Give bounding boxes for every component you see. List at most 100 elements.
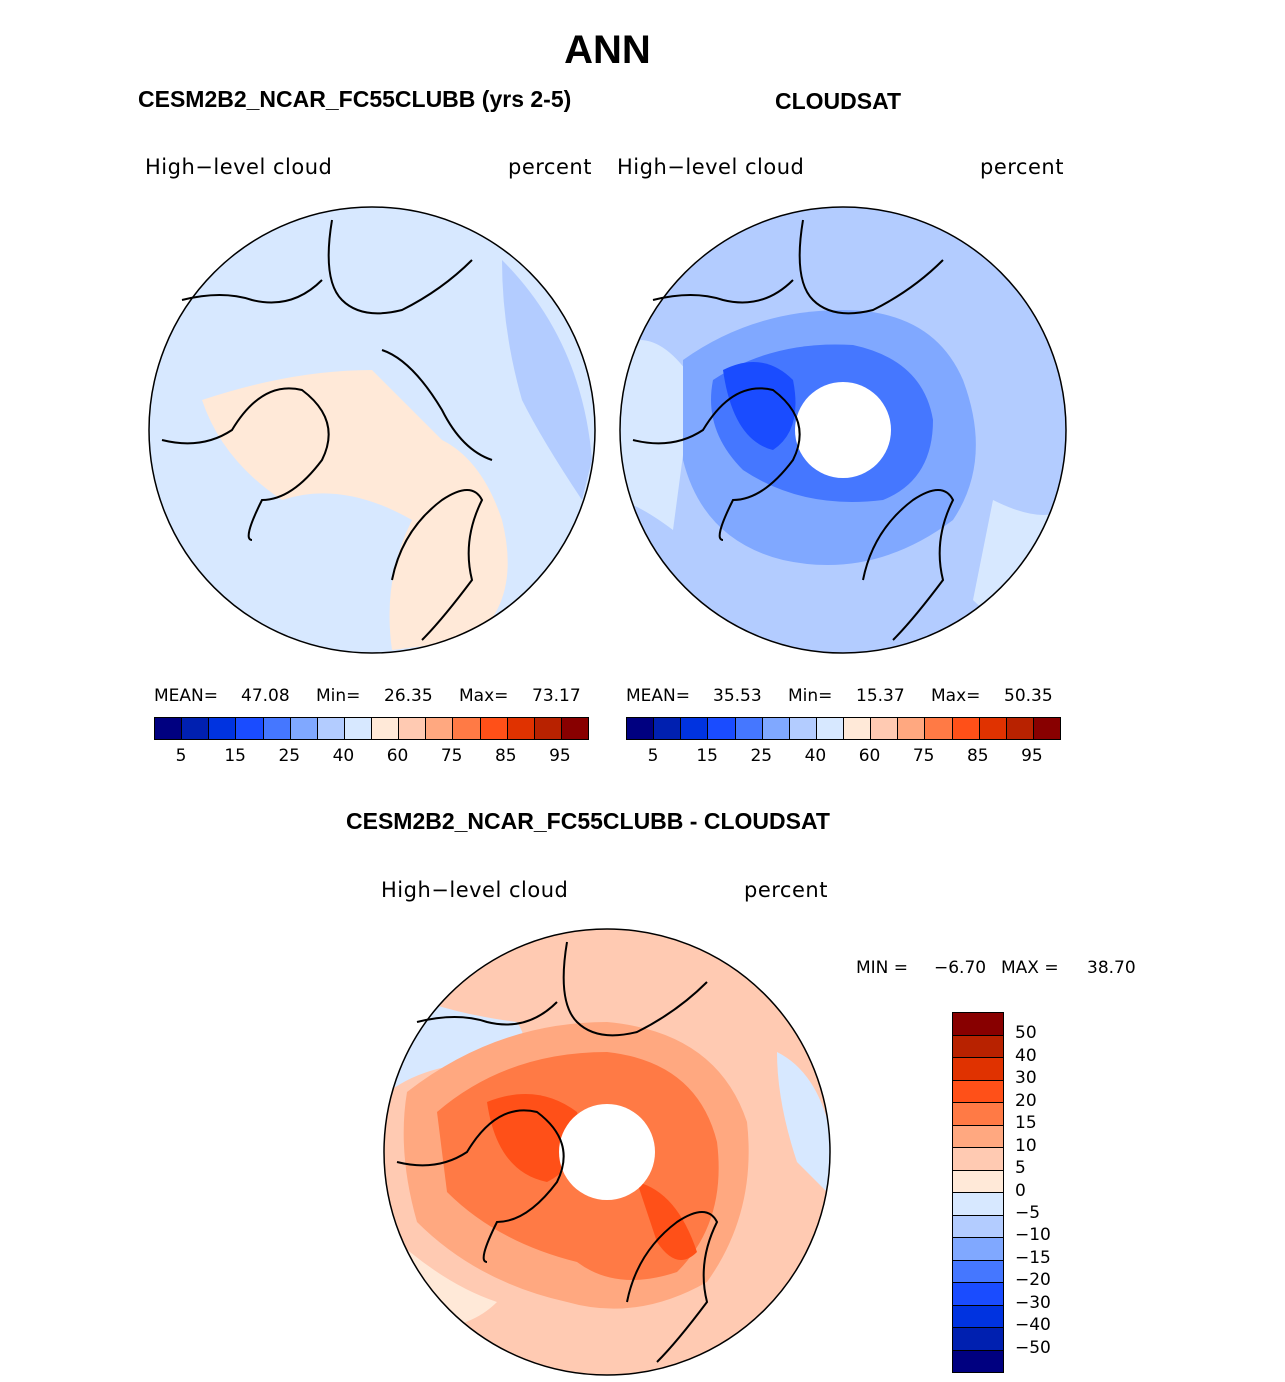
colorbar-swatch <box>1033 718 1060 739</box>
colorbar-swatch <box>953 1103 1003 1126</box>
colorbar-swatch <box>953 1350 1003 1372</box>
colorbar-tick-label: 5 <box>175 746 187 766</box>
colorbar-swatch <box>480 718 508 739</box>
colorbar-swatch <box>681 718 709 739</box>
colorbar-swatch <box>399 718 427 739</box>
polar-map-obs <box>619 206 1067 654</box>
units-label: percent <box>508 155 592 179</box>
colorbar-swatch <box>898 718 926 739</box>
colorbar-tick-label: 95 <box>1021 746 1043 766</box>
colorbar-swatch <box>953 1193 1003 1216</box>
colorbar-swatch <box>735 718 763 739</box>
colorbar-swatch <box>953 1125 1003 1148</box>
colorbar-swatch <box>627 718 655 739</box>
stats-min-value: 26.35 <box>384 686 433 706</box>
diff-max-value: 38.70 <box>1087 958 1136 978</box>
colorbar-tick-label: −40 <box>1015 1315 1051 1336</box>
colorbar-tick-label: 50 <box>1015 1023 1037 1044</box>
colorbar-difference <box>952 1012 1004 1373</box>
stats-min-label: Min= <box>316 686 361 706</box>
colorbar-swatch <box>236 718 264 739</box>
colorbar-tick-label: −10 <box>1015 1225 1051 1246</box>
colorbar-swatch <box>953 1035 1003 1058</box>
colorbar-tick-label: 25 <box>278 746 301 766</box>
colorbar-swatch <box>182 718 210 739</box>
colorbar-swatch <box>979 718 1007 739</box>
colorbar-swatch <box>762 718 790 739</box>
colorbar-swatch <box>953 1215 1003 1238</box>
colorbar-swatch <box>372 718 400 739</box>
colorbar-tick-label: 40 <box>804 746 827 766</box>
colorbar-swatch <box>953 1013 1003 1036</box>
colorbar-swatch <box>426 718 454 739</box>
colorbar-swatch <box>953 1328 1003 1351</box>
colorbar-swatch <box>561 718 588 739</box>
colorbar-swatch <box>1006 718 1034 739</box>
colorbar-swatch <box>654 718 682 739</box>
colorbar-tick-label: 5 <box>1015 1158 1026 1179</box>
panel-heading-model: CESM2B2_NCAR_FC55CLUBB (yrs 2-5) <box>138 86 572 112</box>
colorbar-swatch <box>263 718 291 739</box>
colorbar-swatch <box>708 718 736 739</box>
panel-heading-obs: CLOUDSAT <box>775 88 902 114</box>
colorbar-tick-label: 85 <box>494 746 517 766</box>
diff-min-value: −6.70 <box>934 958 987 978</box>
units-label: percent <box>744 878 828 902</box>
colorbar-model <box>154 717 589 740</box>
colorbar-swatch <box>953 1058 1003 1081</box>
diff-min-label: MIN = <box>856 958 909 978</box>
diff-max-label: MAX = <box>1001 958 1059 978</box>
polar-map-difference <box>383 928 831 1376</box>
variable-label: High−level cloud <box>381 878 569 902</box>
colorbar-tick-label: 60 <box>858 746 881 766</box>
stats-min-label: Min= <box>788 686 833 706</box>
colorbar-tick-label: 0 <box>1015 1180 1026 1201</box>
colorbar-swatch <box>953 1238 1003 1261</box>
colorbar-tick-label: 60 <box>386 746 409 766</box>
stats-mean-label: MEAN= <box>626 686 690 706</box>
stats-mean-label: MEAN= <box>154 686 218 706</box>
colorbar-swatch <box>925 718 953 739</box>
colorbar-tick-label: 75 <box>440 746 463 766</box>
colorbar-swatch <box>290 718 318 739</box>
stats-max-value: 73.17 <box>532 686 581 706</box>
colorbar-tick-label: 15 <box>224 746 247 766</box>
coastlines <box>161 219 493 641</box>
colorbar-tick-label: 40 <box>332 746 355 766</box>
colorbar-swatch <box>317 718 345 739</box>
colorbar-tick-label: 85 <box>966 746 989 766</box>
stats-max-value: 50.35 <box>1004 686 1053 706</box>
colorbar-swatch <box>507 718 535 739</box>
colorbar-swatch <box>209 718 237 739</box>
colorbar-swatch <box>871 718 899 739</box>
colorbar-swatch <box>952 718 980 739</box>
variable-label: High−level cloud <box>145 155 333 179</box>
colorbar-tick-label: 5 <box>647 746 659 766</box>
colorbar-swatch <box>953 1148 1003 1171</box>
colorbar-tick-label: −30 <box>1015 1292 1051 1313</box>
colorbar-tick-label: 20 <box>1015 1090 1037 1111</box>
stats-min-value: 15.37 <box>856 686 905 706</box>
diff-heading: CESM2B2_NCAR_FC55CLUBB - CLOUDSAT <box>346 808 830 834</box>
colorbar-tick-label: −50 <box>1015 1337 1051 1358</box>
stats-max-label: Max= <box>459 686 509 706</box>
stats-mean-value: 47.08 <box>241 686 290 706</box>
colorbar-swatch <box>789 718 817 739</box>
colorbar-swatch <box>953 1170 1003 1193</box>
colorbar-tick-label: 15 <box>1015 1113 1037 1134</box>
colorbar-tick-label: 40 <box>1015 1045 1037 1066</box>
colorbar-swatch <box>844 718 872 739</box>
figure-title: ANN <box>564 28 651 72</box>
colorbar-swatch <box>953 1283 1003 1306</box>
colorbar-tick-label: −20 <box>1015 1270 1051 1291</box>
colorbar-tick-label: 30 <box>1015 1068 1037 1089</box>
colorbar-swatch <box>816 718 844 739</box>
stats-mean-value: 35.53 <box>713 686 762 706</box>
colorbar-swatch <box>953 1080 1003 1103</box>
colorbar-swatch <box>453 718 481 739</box>
colorbar-tick-label: 15 <box>696 746 719 766</box>
variable-label: High−level cloud <box>617 155 805 179</box>
colorbar-tick-label: 95 <box>549 746 571 766</box>
colorbar-swatch <box>953 1260 1003 1283</box>
